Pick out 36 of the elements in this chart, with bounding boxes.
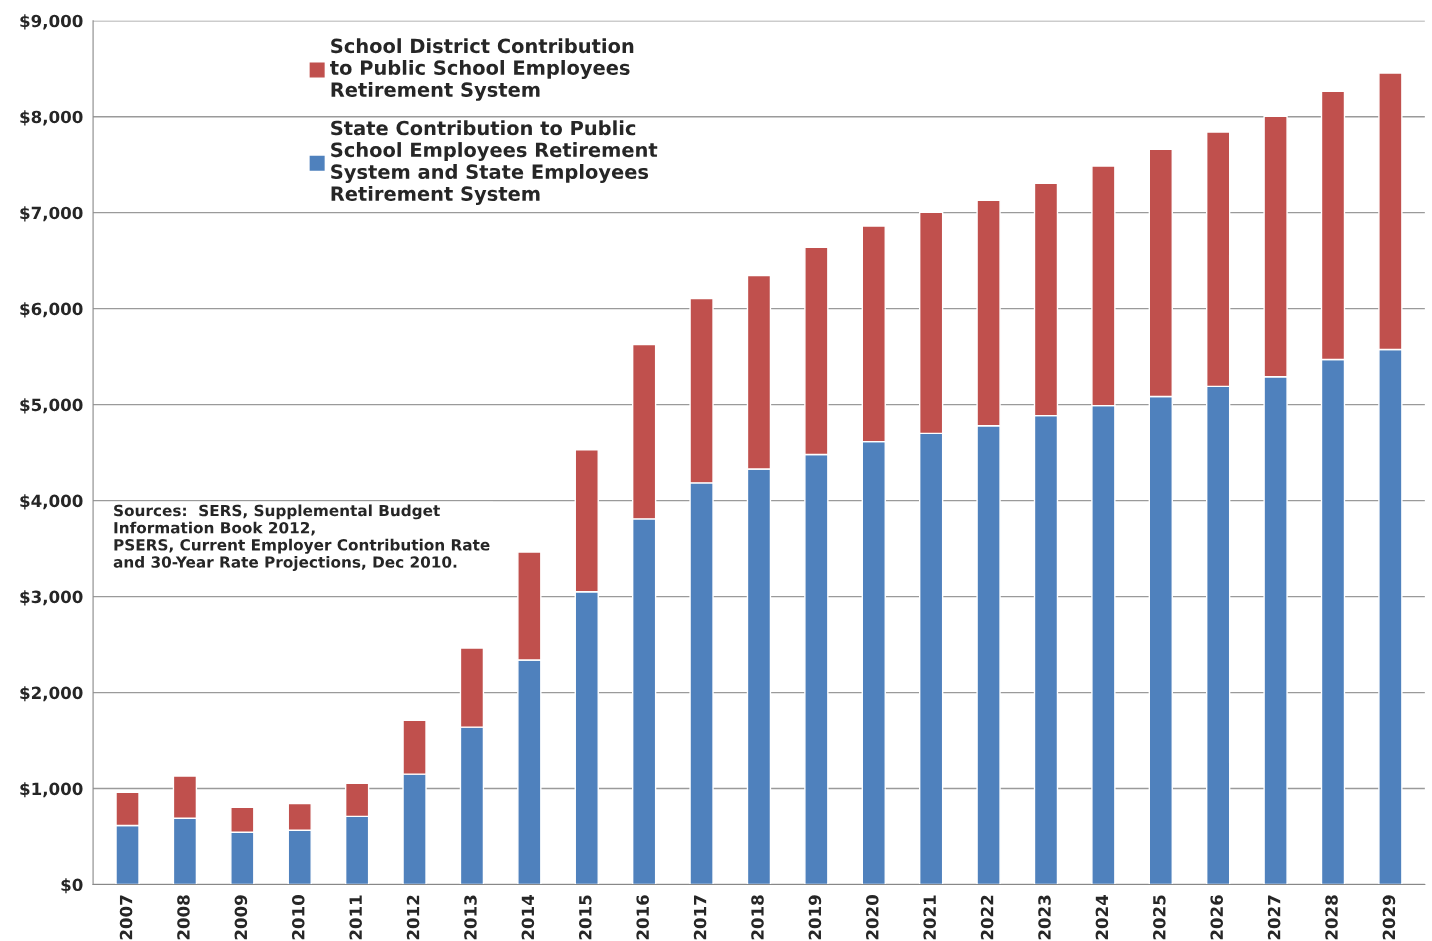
y-tick-label: $9,000 [20,14,83,30]
x-tick-label: 2029 [1382,895,1396,940]
y-tick-label: $5,000 [20,398,83,414]
y-tick-label: $2,000 [20,686,83,702]
x-tick-label: 2014 [521,895,535,940]
annotation: Sources: SERS, Supplemental Budget Information Book 2012, PSERS, Current Employer Contribution Rate and 30-Year Rate Projections, Dec 2010. [113,504,490,571]
y-tick-label: $4,000 [20,494,83,510]
x-tick-label: 2020 [866,895,879,940]
x-tick-label: 2016 [636,895,649,940]
x-tick-label: 2013 [464,895,477,940]
x-tick-label: 2011 [349,895,362,940]
x-tick-label: 2007 [119,895,133,940]
y-tick-label: $7,000 [20,206,83,222]
x-tick-label: 2010 [291,895,305,940]
legend-label: State Contribution to Public School Employees Retirement System and State Employees Retirement System [331,120,658,205]
x-tick-label: 2022 [980,895,994,940]
y-tick-label: $1,000 [20,782,83,798]
y-tick-label: $0 [61,878,83,894]
x-tick-label: 2025 [1153,895,1166,940]
x-tick-label: 2015 [578,895,592,940]
x-tick-label: 2019 [808,895,822,940]
x-tick-label: 2028 [1325,895,1338,940]
y-tick-label: $8,000 [20,110,83,126]
x-tick-label: 2026 [1210,895,1224,940]
y-tick-label: $6,000 [20,302,83,318]
x-tick-label: 2009 [234,895,248,940]
x-tick-label: 2021 [923,895,937,940]
x-tick-label: 2008 [177,895,190,940]
x-tick-label: 2024 [1095,895,1109,940]
y-tick-label: $3,000 [20,590,83,606]
legend-label: School District Contribution to Public School Employees Retirement System [330,38,634,101]
x-tick-label: 2027 [1267,895,1281,940]
x-tick-label: 2012 [406,895,420,940]
x-tick-label: 2018 [751,895,764,940]
x-tick-label: 2023 [1038,895,1051,940]
x-tick-label: 2017 [693,895,707,940]
